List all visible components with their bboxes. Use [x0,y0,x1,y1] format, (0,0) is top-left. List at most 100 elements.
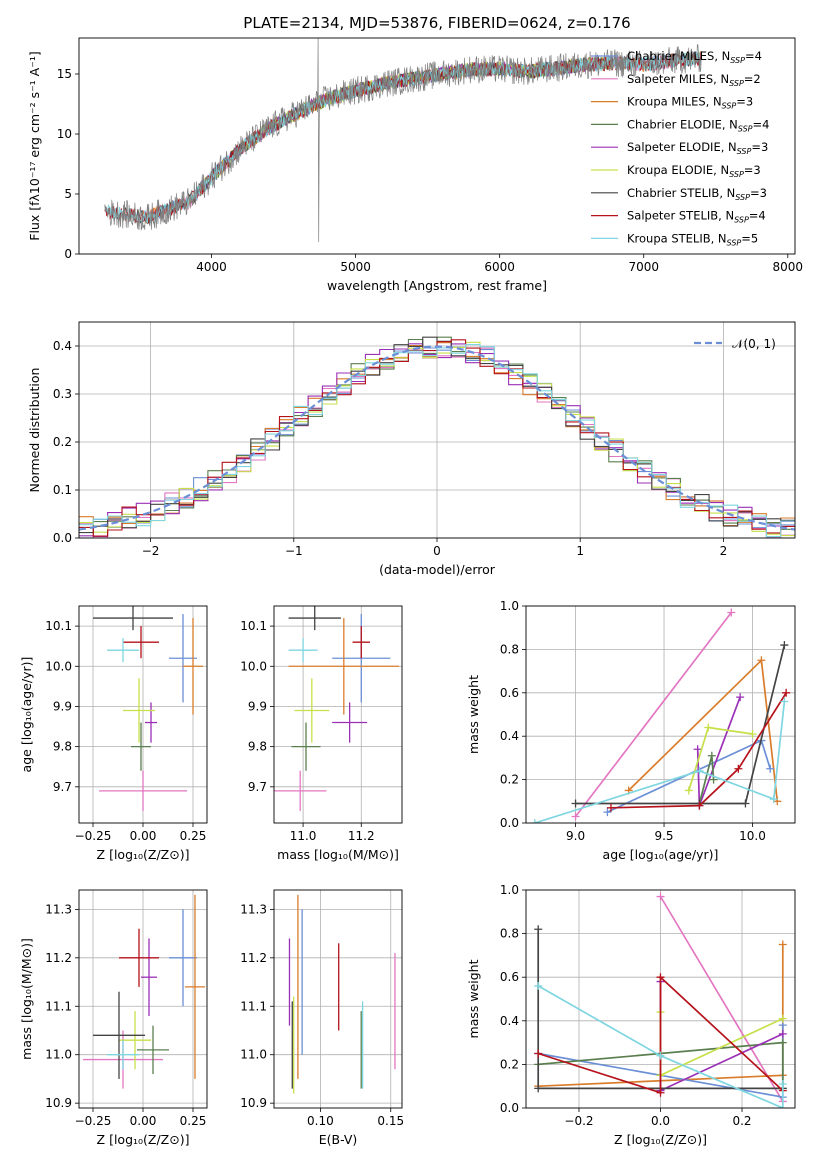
y-tick-label: 9.8 [248,740,267,754]
point-marker [656,973,665,982]
axes-frame [273,605,403,824]
x-tick-label: 9.0 [566,829,585,843]
panel-age-vs-mass: 11.0 11.2 9.7 9.8 9.9 10.0 10.1 mass [log₁₀(M/M… [240,605,403,862]
point-marker [734,764,743,773]
y-tick-label: 0.4 [53,339,72,353]
y-tick-label: 11.1 [240,999,267,1013]
y-tick-label: 0.2 [53,435,72,449]
point-marker [534,981,543,990]
x-tick-label: −0.2 [564,1114,593,1128]
plot-area [93,606,203,811]
legend: Chabrier MILES, NSSP=4 Salpeter MILES, NS… [591,49,769,247]
series [684,723,757,795]
x-tick-label: 0.10 [307,1114,334,1128]
x-tick-label: 0.2 [732,1114,751,1128]
x-axis-label: (data-model)/error [379,562,496,577]
legend-entry: Chabrier MILES, NSSP=4 [627,49,762,65]
data-point [274,770,327,811]
axes-frame [525,889,796,1109]
panel-residual-histogram: −2 −1 0 1 2 0.0 0.1 0.2 0.3 0.4 (data-model)/error… [27,321,796,577]
x-tick-label: 2 [720,544,728,558]
data-point [332,702,368,743]
y-tick-label: 0.6 [500,686,519,700]
data-point [145,702,157,743]
point-marker [757,656,766,665]
y-axis-label: Normed distribution [27,368,42,493]
y-tick-label: 0.1 [53,483,72,497]
plot-area [288,894,396,1094]
data-point [93,991,145,1079]
x-tick-label: 4000 [196,260,227,274]
point-marker [656,892,665,901]
legend-entry: Salpeter STELIB, NSSP=4 [627,209,766,225]
x-tick-label: 0.25 [180,1114,207,1128]
series-line [610,692,787,809]
y-tick-label: 10.1 [45,619,72,633]
point-marker [530,819,539,823]
x-tick-label: −2 [142,544,160,558]
point-marker [534,925,543,934]
y-tick-label: 0.0 [500,816,519,830]
y-tick-label: 0.0 [500,1101,519,1115]
legend-entry: 𝒩(0, 1) [732,337,776,351]
y-tick-label: 9.8 [53,740,72,754]
y-tick-label: 11.0 [240,1048,267,1062]
data-point [185,894,205,1079]
point-marker [695,766,704,775]
y-tick-label: 10.9 [45,1096,72,1110]
y-axis-label: Flux [fλ10⁻¹⁷ erg cm⁻² s⁻¹ A⁻¹] [27,51,42,240]
series-line [537,985,784,1108]
point-marker [748,730,757,739]
legend-entry: Salpeter MILES, NSSP=2 [627,72,761,88]
series-line [575,644,786,805]
point-marker [695,801,704,810]
data-point [119,928,159,987]
series [571,608,736,821]
y-tick-label: 0.2 [500,1057,519,1071]
panel-mass-vs-Z: −0.25 0.00 0.25 10.9 11.0 11.1 11.2 11.3 Z [log₁… [19,889,208,1147]
y-axis-label: age [log₁₀(age/yr)] [19,657,34,773]
point-marker [603,808,612,817]
panel-age-vs-Z: −0.25 0.00 0.25 9.7 9.8 9.9 10.0 10.1 Z [log₁₀(Z… [19,605,208,862]
y-tick-label: 5 [64,187,72,201]
point-marker [778,1080,787,1089]
series-line [628,658,779,802]
x-axis-label: age [log₁₀(age/yr)] [603,847,719,862]
data-point [288,606,341,631]
point-marker [534,1049,543,1058]
series [606,688,791,812]
data-point [169,909,197,1007]
data-point [99,770,187,811]
x-tick-label: 5000 [340,260,371,274]
legend-entry: Chabrier STELIB, NSSP=3 [627,186,767,202]
axes-frame [78,889,208,1109]
legend-entry: Kroupa STELIB, NSSP=5 [627,231,758,247]
point-marker [782,688,791,697]
data-point [183,618,203,715]
x-tick-label: 0.00 [130,829,157,843]
series [656,892,787,1106]
y-tick-label: 10.0 [45,659,72,673]
point-marker [736,693,745,702]
point-marker [778,940,787,949]
x-tick-label: 0.00 [130,1114,157,1128]
series [530,697,789,823]
normal-curve [79,345,795,531]
x-tick-label: 7000 [628,260,659,274]
panel-mass-weight-vs-age: 9.0 9.5 10.0 0.0 0.2 0.4 0.6 0.8 1.0 age [log₁₀(a… [466,599,796,862]
y-tick-label: 9.9 [248,699,267,713]
data-point [294,678,330,743]
legend-entry: Kroupa ELODIE, NSSP=3 [627,163,761,179]
point-marker [707,751,716,760]
x-tick-label: −0.25 [75,829,112,843]
y-tick-label: 1.0 [500,599,519,613]
data-spectrum-line [104,38,702,243]
y-tick-label: 11.3 [45,902,72,916]
panel-spectrum: 4000 5000 6000 7000 8000 0 5 10 15 wavelength [An… [27,37,803,293]
y-tick-label: 1.0 [500,883,519,897]
x-tick-label: 0.15 [377,1114,404,1128]
legend-entry: Kroupa MILES, NSSP=3 [627,95,753,111]
y-tick-label: 10 [57,127,72,141]
plot-area [79,336,795,538]
y-tick-label: 11.2 [240,951,267,965]
